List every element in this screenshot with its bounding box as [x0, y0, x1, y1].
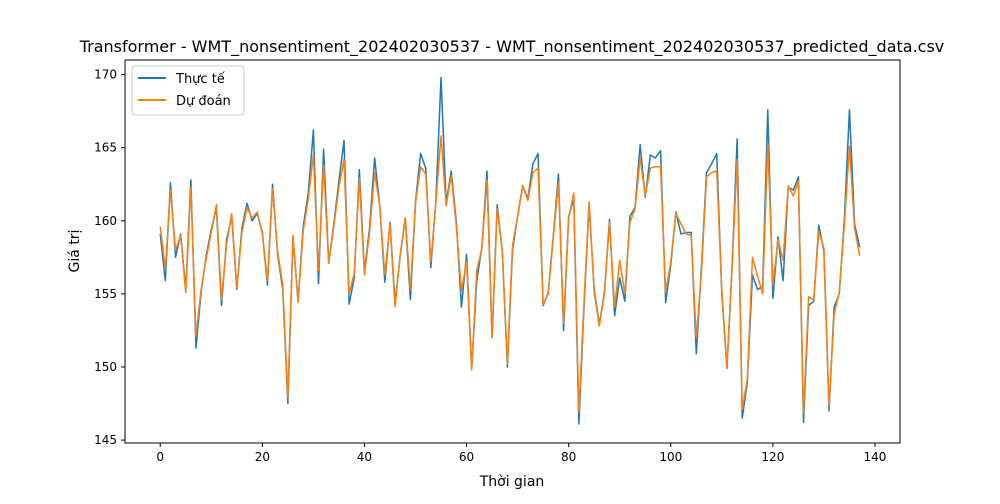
y-tick-label: 170: [94, 68, 117, 82]
x-axis-ticks: 0 20 40 60 80 100 120 140: [156, 443, 886, 464]
axes-frame: [124, 59, 901, 444]
x-tick-label: 100: [659, 450, 682, 464]
x-tick-label: 60: [459, 450, 474, 464]
y-tick-label: 145: [94, 433, 117, 447]
x-axis-label: Thời gian: [479, 474, 545, 490]
axes: [124, 59, 901, 444]
chart-title: Transformer - WMT_nonsentiment_202402030…: [79, 37, 945, 57]
x-tick-label: 20: [255, 450, 270, 464]
x-tick-label: 0: [156, 450, 164, 464]
y-tick-label: 155: [94, 287, 117, 301]
y-tick-label: 165: [94, 141, 117, 155]
y-tick-label: 160: [94, 214, 117, 228]
y-tick-label: 150: [94, 360, 117, 374]
x-tick-label: 140: [864, 450, 887, 464]
x-tick-label: 120: [761, 450, 784, 464]
y-axis-label: Giá trị: [67, 230, 83, 273]
plot-area: [159, 76, 861, 425]
x-tick-label: 40: [357, 450, 372, 464]
legend-label-actual: Thực tế: [175, 72, 225, 87]
series-line-predicted: [159, 135, 861, 415]
legend: Thực tế Dự đoán: [131, 65, 245, 116]
y-axis-ticks: 145 150 155 160 165 170: [94, 68, 125, 447]
legend-label-predicted: Dự đoán: [176, 94, 231, 109]
x-tick-label: 80: [561, 450, 576, 464]
